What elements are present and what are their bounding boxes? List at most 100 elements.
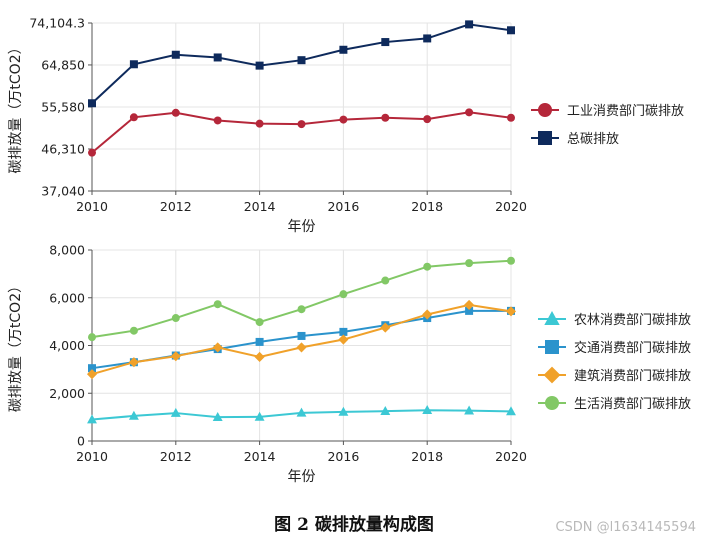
x-tick-label: 2016	[327, 199, 359, 214]
series-line	[91, 111, 512, 154]
data-point	[254, 351, 265, 362]
data-point	[464, 405, 475, 415]
legend-item: 生活消费部门碳排放	[538, 396, 691, 412]
data-point	[87, 414, 97, 424]
y-tick-label: 64,850	[41, 57, 85, 72]
y-tick-label: 46,310	[41, 141, 85, 156]
data-point	[297, 305, 306, 314]
data-point	[506, 406, 516, 416]
x-tick-label: 2010	[76, 449, 108, 464]
data-point	[297, 120, 306, 129]
data-point	[507, 26, 515, 35]
data-point	[213, 300, 222, 309]
data-point	[422, 405, 433, 415]
series-生活消费部门碳排放	[88, 256, 515, 342]
y-tick-label: 2,000	[49, 386, 85, 401]
data-point	[129, 326, 138, 335]
data-point	[338, 334, 349, 345]
legend-marker	[545, 340, 559, 354]
x-tick-label: 2020	[495, 199, 527, 214]
y-tick-label: 8,000	[49, 243, 85, 258]
x-tick-label: 2020	[495, 449, 527, 464]
series-line	[91, 259, 512, 339]
series-建筑消费部门碳排放	[86, 299, 517, 380]
x-tick-label: 2016	[327, 449, 359, 464]
data-point	[213, 53, 222, 62]
data-point	[381, 38, 390, 47]
x-tick-label: 2012	[160, 449, 192, 464]
series-交通消费部门碳排放	[88, 306, 515, 373]
gridlines	[91, 22, 512, 192]
data-point	[381, 113, 390, 122]
x-axis-title: 年份	[288, 219, 316, 235]
y-tick-label: 37,040	[41, 184, 85, 199]
data-point	[255, 337, 264, 346]
data-point	[339, 115, 348, 124]
y-tick-label: 4,000	[49, 338, 85, 353]
legend-label: 农林消费部门碳排放	[574, 313, 691, 328]
data-point	[255, 119, 264, 128]
watermark: CSDN @l1634145594	[555, 520, 696, 535]
legend-label: 建筑消费部门碳排放	[574, 368, 691, 384]
data-point	[338, 406, 349, 416]
x-tick-label: 2012	[160, 199, 192, 214]
legend-marker	[543, 366, 561, 384]
x-tick-label: 2014	[244, 199, 276, 214]
data-point	[255, 61, 264, 70]
data-point	[339, 290, 348, 299]
legend-label: 工业消费部门碳排放	[567, 104, 684, 119]
legend-item: 工业消费部门碳排放	[531, 103, 684, 119]
data-point	[465, 20, 474, 29]
x-axis-title: 年份	[288, 469, 316, 485]
data-point	[339, 45, 348, 54]
y-tick-label: 55,580	[41, 99, 85, 114]
series-农林消费部门碳排放	[87, 405, 516, 424]
series-工业消费部门碳排放	[88, 108, 515, 157]
figure-caption: 图 2 碳排放量构成图	[274, 515, 434, 535]
data-point	[170, 351, 181, 362]
data-point	[86, 369, 98, 380]
x-tick-label: 2018	[411, 449, 443, 464]
legend-label: 生活消费部门碳排放	[574, 397, 691, 412]
data-point	[212, 342, 223, 353]
legend-marker	[544, 310, 560, 325]
data-point	[297, 331, 306, 340]
legend-item: 交通消费部门碳排放	[538, 340, 691, 356]
x-tick-label: 2014	[244, 449, 276, 464]
data-point	[296, 407, 307, 417]
x-tick-label: 2018	[411, 199, 443, 214]
data-point	[505, 306, 517, 317]
data-point	[339, 327, 348, 336]
data-point	[423, 34, 432, 43]
series-总碳排放	[88, 20, 515, 108]
data-point	[381, 276, 390, 285]
data-point	[171, 314, 180, 323]
y-axis-title: 碳排放量（万tCO2）	[8, 279, 24, 412]
data-point	[171, 50, 180, 59]
y-tick-label: 6,000	[49, 290, 85, 305]
chart-1: 37,040 46,310 55,580 64,850 74,104.3 2010 2012…	[8, 16, 684, 236]
y-tick-label: 0	[77, 434, 85, 449]
x-tick-label: 2010	[76, 199, 108, 214]
data-point	[171, 108, 180, 117]
legend-item: 总碳排放	[531, 131, 619, 147]
y-tick-label: 74,104.3	[29, 16, 85, 31]
data-point	[380, 322, 391, 333]
data-point	[128, 410, 139, 420]
data-point	[128, 357, 139, 368]
data-point	[465, 306, 474, 315]
data-point	[297, 56, 306, 65]
data-point	[88, 364, 96, 373]
data-point	[129, 113, 138, 122]
data-point	[465, 259, 474, 268]
chart-2: 0 2,000 4,000 6,000 8,000 2010 2012 2014 2016 201…	[8, 243, 691, 486]
data-point	[212, 411, 223, 421]
legend-item: 农林消费部门碳排放	[538, 310, 691, 328]
data-point	[507, 113, 515, 122]
data-point	[129, 60, 138, 69]
data-point	[170, 407, 181, 417]
legend-item: 建筑消费部门碳排放	[538, 366, 691, 384]
